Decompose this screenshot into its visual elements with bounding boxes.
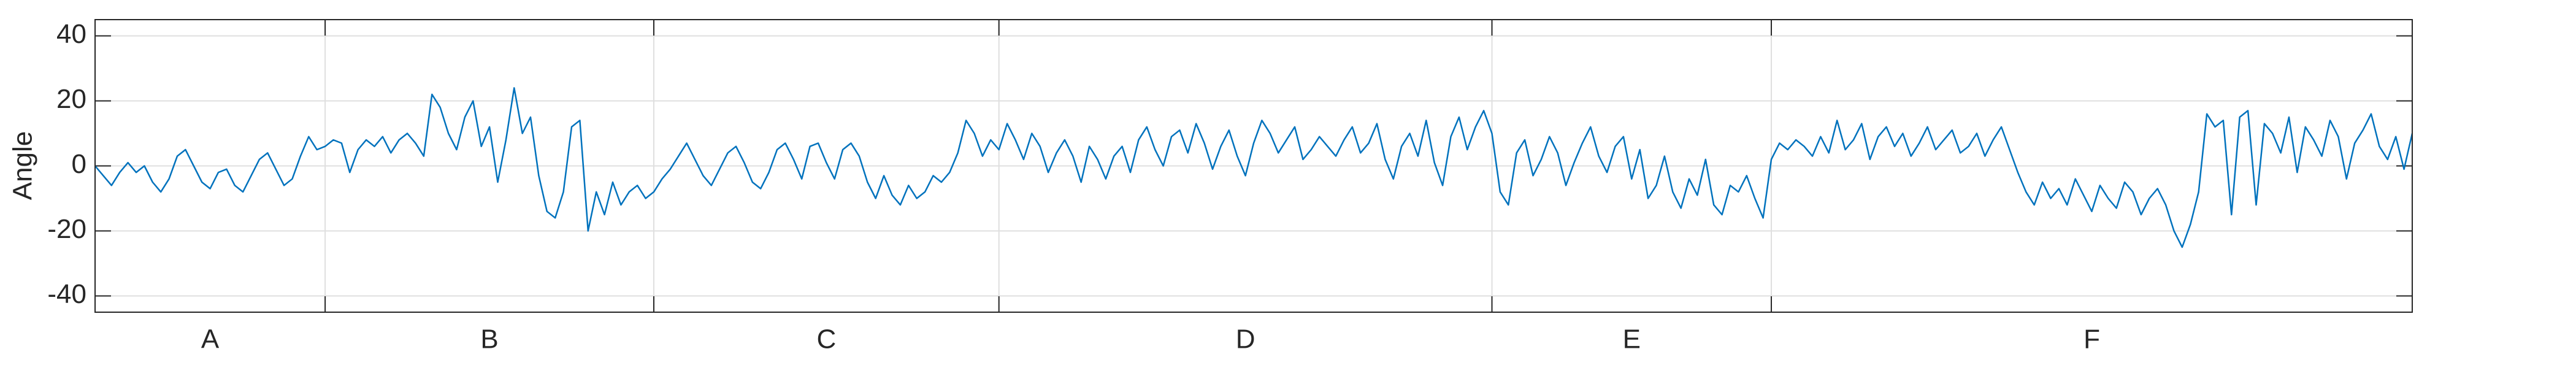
section-label: F bbox=[2083, 324, 2100, 355]
y-axis-label: Angle bbox=[8, 131, 38, 201]
section-label: B bbox=[480, 324, 498, 355]
section-label: C bbox=[816, 324, 836, 355]
plot-border bbox=[94, 19, 2413, 313]
y-tick-label: -40 bbox=[47, 279, 86, 309]
signal-line bbox=[94, 87, 2413, 248]
section-label: E bbox=[1623, 324, 1641, 355]
y-tick-label: 40 bbox=[56, 19, 86, 49]
y-tick-label: 20 bbox=[56, 84, 86, 114]
y-tick-label: -20 bbox=[47, 214, 86, 244]
y-tick-label: 0 bbox=[72, 149, 86, 179]
section-label: A bbox=[201, 324, 220, 355]
section-label: D bbox=[1236, 324, 1255, 355]
